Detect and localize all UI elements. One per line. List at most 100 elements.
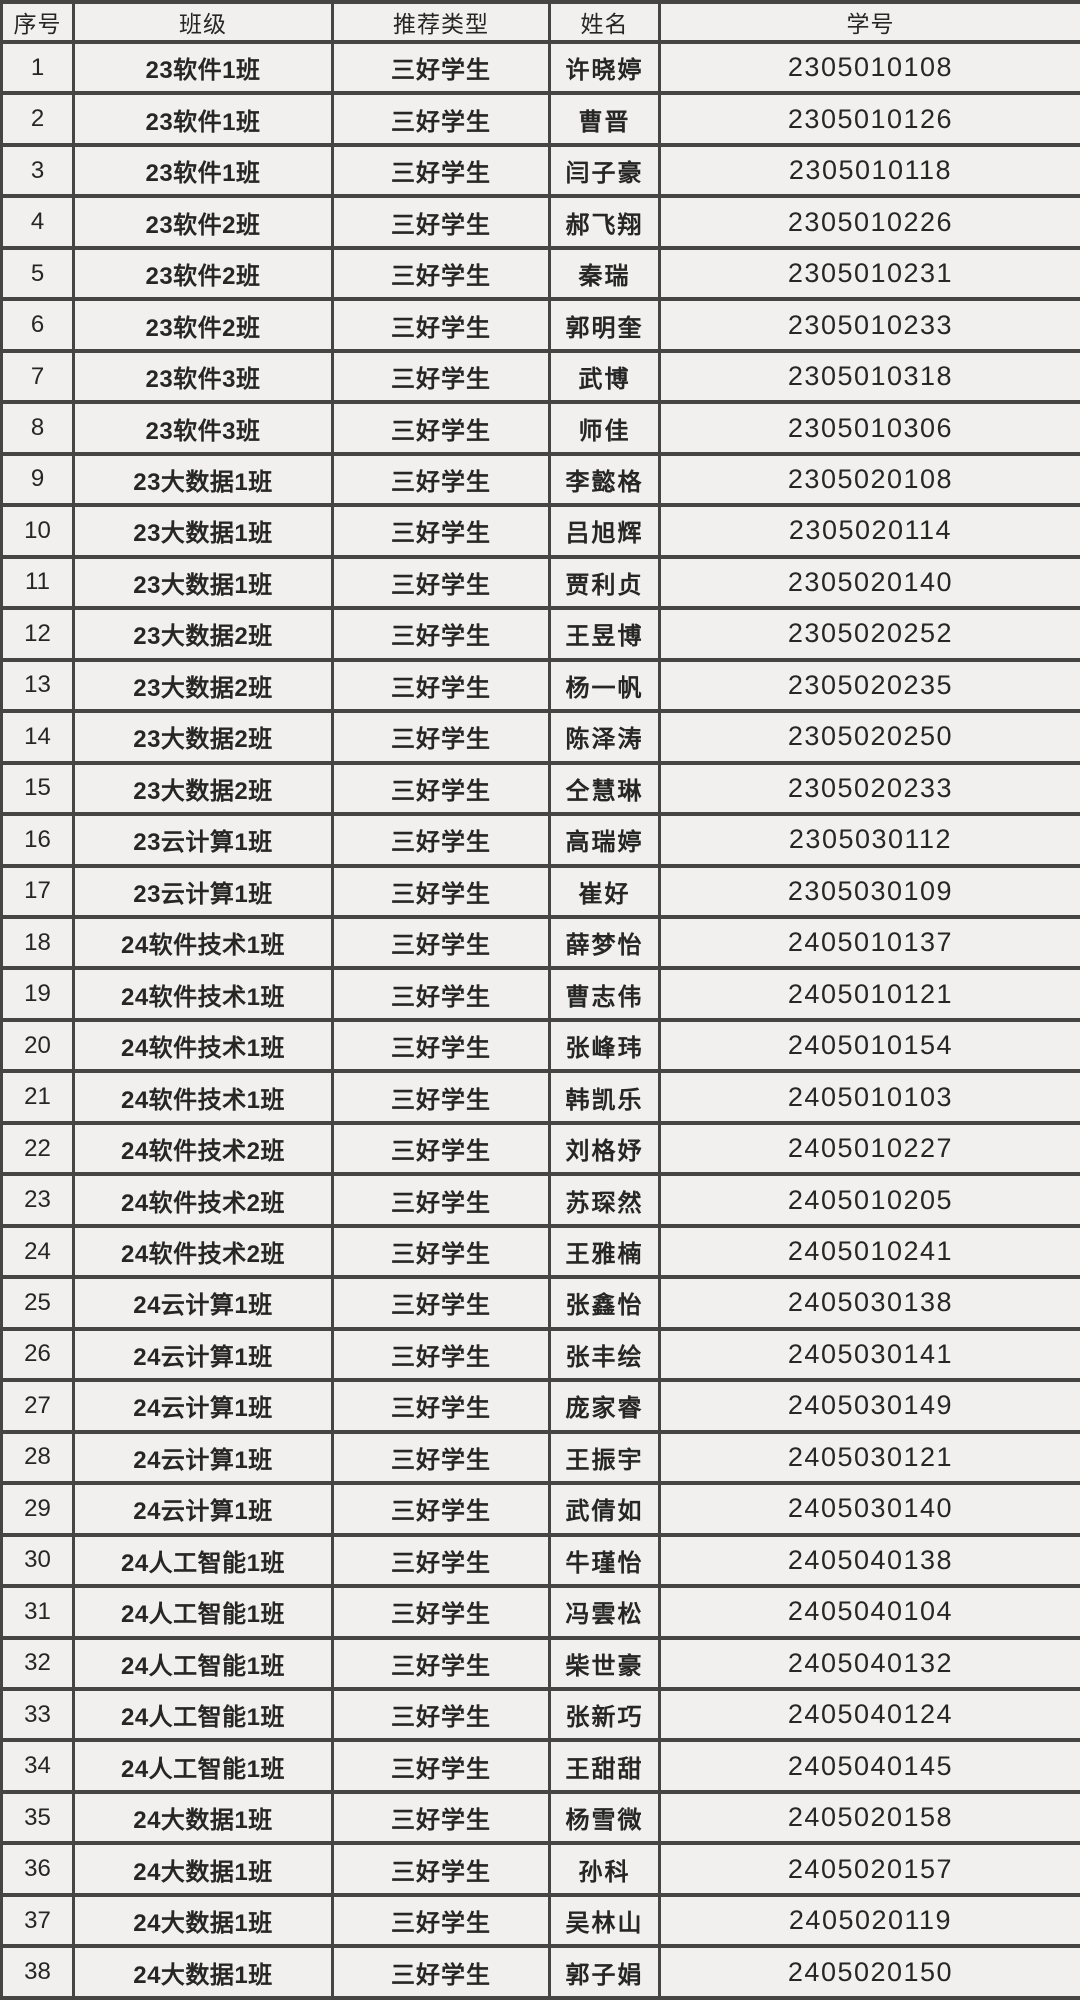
- table-cell-class: 23大数据2班: [72, 606, 334, 662]
- table-cell-student_id: 2305010231: [658, 245, 1080, 302]
- table-cell-class: 23大数据1班: [72, 503, 334, 559]
- table-cell-type: 三好学生: [331, 142, 551, 199]
- table-cell-student_id: 2305010306: [658, 400, 1080, 456]
- table-cell-name: 曹志伟: [548, 966, 661, 1022]
- table-cell-type: 三好学生: [331, 760, 551, 817]
- table-cell-class: 23软件1班: [72, 91, 334, 147]
- table-cell-student_id: 2305030109: [658, 863, 1080, 919]
- table-cell-type: 三好学生: [331, 606, 551, 662]
- table-cell-name: 仝慧琳: [548, 760, 661, 817]
- table-cell-type: 三好学生: [331, 1223, 551, 1280]
- table-cell-class: 23云计算1班: [72, 812, 334, 868]
- table-cell-type: 三好学生: [331, 554, 551, 611]
- table-cell-class: 24云计算1班: [72, 1275, 334, 1331]
- table-cell-index: 37: [0, 1892, 75, 1949]
- table-row: 16 23云计算1班 三好学生 高瑞婷 2305030112: [0, 812, 1080, 868]
- table-row: 5 23软件2班 三好学生 秦瑞 2305010231: [0, 245, 1080, 302]
- table-cell-class: 23云计算1班: [72, 863, 334, 919]
- table-cell-name: 牛瑾怡: [548, 1532, 661, 1589]
- table-cell-type: 三好学生: [331, 1120, 551, 1177]
- table-cell-name: 许晓婷: [548, 39, 661, 96]
- table-row: 12 23大数据2班 三好学生 王昱博 2305020252: [0, 606, 1080, 662]
- table-cell-index: 14: [0, 709, 75, 765]
- table-cell-index: 6: [0, 297, 75, 353]
- table-cell-type: 三好学生: [331, 1017, 551, 1074]
- table-cell-student_id: 2405030138: [658, 1275, 1080, 1331]
- table-cell-class: 24云计算1班: [72, 1326, 334, 1383]
- table-cell-index: 15: [0, 760, 75, 817]
- table-cell-class: 24人工智能1班: [72, 1532, 334, 1589]
- table-cell-class: 24人工智能1班: [72, 1738, 334, 1794]
- table-row: 30 24人工智能1班 三好学生 牛瑾怡 2405040138: [0, 1532, 1080, 1589]
- table-cell-type: 三好学生: [331, 451, 551, 508]
- table-cell-class: 24软件技术1班: [72, 914, 334, 971]
- table-row: 33 24人工智能1班 三好学生 张新巧 2405040124: [0, 1686, 1080, 1743]
- table-row: 6 23软件2班 三好学生 郭明奎 2305010233: [0, 297, 1080, 353]
- table-cell-class: 23软件2班: [72, 194, 334, 250]
- table-cell-name: 张丰绘: [548, 1326, 661, 1383]
- table-cell-class: 24大数据1班: [72, 1789, 334, 1846]
- table-cell-type: 三好学生: [331, 1481, 551, 1537]
- table-cell-class: 24软件技术1班: [72, 966, 334, 1022]
- table-cell-type: 三好学生: [331, 657, 551, 714]
- table-cell-index: 17: [0, 863, 75, 919]
- table-cell-name: 郭子娟: [548, 1944, 661, 2000]
- table-cell-student_id: 2405030141: [658, 1326, 1080, 1383]
- table-cell-name: 王振宇: [548, 1429, 661, 1486]
- table-cell-type: 三好学生: [331, 1892, 551, 1949]
- table-cell-class: 24软件技术1班: [72, 1069, 334, 1125]
- table-cell-name: 杨雪微: [548, 1789, 661, 1846]
- column-header-student_id: 学号: [658, 0, 1080, 44]
- table-header: 序号 班级 推荐类型 姓名 学号: [0, 0, 1080, 44]
- table-row: 17 23云计算1班 三好学生 崔好 2305030109: [0, 863, 1080, 919]
- table-cell-class: 24大数据1班: [72, 1892, 334, 1949]
- table-cell-student_id: 2305020233: [658, 760, 1080, 817]
- table-cell-student_id: 2405010227: [658, 1120, 1080, 1177]
- table-row: 27 24云计算1班 三好学生 庞家睿 2405030149: [0, 1378, 1080, 1434]
- table-cell-index: 25: [0, 1275, 75, 1331]
- table-cell-index: 32: [0, 1635, 75, 1692]
- table-cell-class: 24大数据1班: [72, 1944, 334, 2000]
- table-cell-student_id: 2405010205: [658, 1172, 1080, 1228]
- table-cell-class: 24大数据1班: [72, 1841, 334, 1897]
- table-cell-type: 三好学生: [331, 1069, 551, 1125]
- table-row: 7 23软件3班 三好学生 武博 2305010318: [0, 348, 1080, 405]
- table-cell-class: 23大数据1班: [72, 554, 334, 611]
- table-cell-index: 31: [0, 1584, 75, 1640]
- table-cell-index: 26: [0, 1326, 75, 1383]
- table-cell-class: 23软件2班: [72, 297, 334, 353]
- table-cell-student_id: 2405010137: [658, 914, 1080, 971]
- table-row: 4 23软件2班 三好学生 郝飞翔 2305010226: [0, 194, 1080, 250]
- table-row: 9 23大数据1班 三好学生 李懿格 2305020108: [0, 451, 1080, 508]
- table-row: 36 24大数据1班 三好学生 孙科 2405020157: [0, 1841, 1080, 1897]
- table-cell-type: 三好学生: [331, 1738, 551, 1794]
- table-row: 21 24软件技术1班 三好学生 韩凯乐 2405010103: [0, 1069, 1080, 1125]
- table-cell-student_id: 2305020140: [658, 554, 1080, 611]
- table-cell-type: 三好学生: [331, 966, 551, 1022]
- table-cell-index: 11: [0, 554, 75, 611]
- table-cell-student_id: 2305010233: [658, 297, 1080, 353]
- table-cell-name: 吕旭辉: [548, 503, 661, 559]
- table-cell-index: 4: [0, 194, 75, 250]
- table-cell-type: 三好学生: [331, 863, 551, 919]
- table-cell-student_id: 2305020250: [658, 709, 1080, 765]
- table-cell-index: 34: [0, 1738, 75, 1794]
- table-row: 31 24人工智能1班 三好学生 冯雲松 2405040104: [0, 1584, 1080, 1640]
- table-cell-name: 王甜甜: [548, 1738, 661, 1794]
- table-cell-student_id: 2305020114: [658, 503, 1080, 559]
- table-cell-name: 武倩如: [548, 1481, 661, 1537]
- table-cell-type: 三好学生: [331, 1841, 551, 1897]
- table-cell-student_id: 2405030140: [658, 1481, 1080, 1537]
- table-cell-class: 24软件技术2班: [72, 1120, 334, 1177]
- table-cell-student_id: 2405040104: [658, 1584, 1080, 1640]
- table-cell-student_id: 2405040145: [658, 1738, 1080, 1794]
- table-cell-student_id: 2405020157: [658, 1841, 1080, 1897]
- table-cell-student_id: 2305010126: [658, 91, 1080, 147]
- table-cell-type: 三好学生: [331, 91, 551, 147]
- table-cell-name: 郭明奎: [548, 297, 661, 353]
- table-cell-name: 武博: [548, 348, 661, 405]
- table-row: 19 24软件技术1班 三好学生 曹志伟 2405010121: [0, 966, 1080, 1022]
- table-cell-student_id: 2405010241: [658, 1223, 1080, 1280]
- table-cell-type: 三好学生: [331, 348, 551, 405]
- table-cell-class: 23大数据2班: [72, 709, 334, 765]
